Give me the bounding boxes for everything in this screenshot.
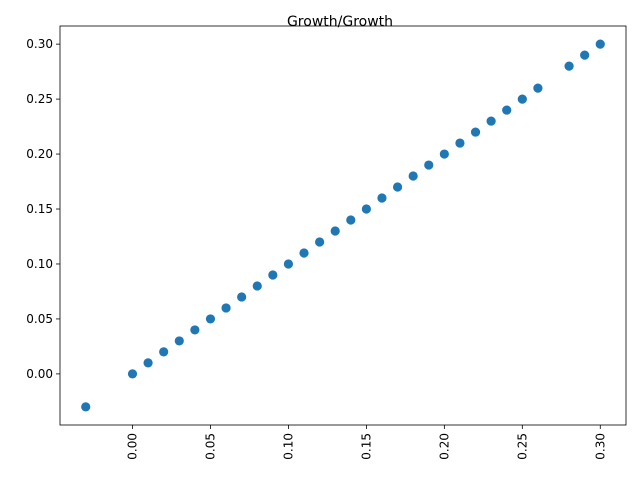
scatter-point: [392, 182, 403, 192]
chart-title: Growth/Growth: [287, 14, 393, 30]
scatter-point: [299, 248, 309, 258]
scatter-point: [127, 369, 138, 379]
scatter-point: [190, 325, 200, 335]
scatter-point: [252, 281, 262, 291]
x-tick-label: 0.10: [281, 433, 295, 460]
scatter-point: [237, 292, 247, 302]
scatter-point: [283, 259, 294, 269]
scatter-points: [81, 39, 605, 412]
x-tick-label: 0.15: [359, 433, 373, 460]
y-tick-label: 0.10: [26, 257, 53, 271]
x-tick-label: 0.30: [593, 433, 607, 460]
y-axis: 0.00 0.05 0.10 0.15 0.20 0.25 0.30: [26, 37, 60, 381]
y-tick-label: 0.15: [26, 202, 53, 216]
scatter-point: [221, 303, 231, 313]
y-tick-label: 0.25: [26, 92, 53, 106]
scatter-point: [580, 50, 590, 60]
scatter-point: [564, 61, 574, 71]
y-tick-label: 0.00: [26, 367, 53, 381]
x-tick-label: 0.25: [515, 433, 529, 460]
scatter-point: [377, 193, 387, 203]
scatter-point: [486, 116, 496, 126]
scatter-point: [81, 402, 91, 412]
scatter-point: [455, 138, 465, 148]
scatter-point: [595, 39, 605, 49]
y-tick-label: 0.20: [26, 147, 53, 161]
scatter-point: [361, 204, 371, 214]
scatter-point: [502, 105, 512, 115]
x-tick-label: 0.20: [437, 433, 451, 460]
x-tick-label: 0.00: [126, 433, 140, 460]
scatter-point: [346, 215, 356, 225]
scatter-point: [408, 171, 418, 181]
scatter-point: [143, 358, 153, 368]
plot-area: [59, 25, 627, 426]
plot-frame: [59, 25, 627, 426]
scatter-point: [315, 237, 325, 247]
scatter-point: [205, 314, 216, 324]
scatter-point: [330, 226, 340, 236]
x-tick-label: 0.05: [203, 433, 217, 460]
scatter-point: [470, 127, 481, 137]
scatter-point: [174, 336, 184, 346]
y-tick-label: 0.05: [26, 312, 53, 326]
scatter-point: [424, 160, 434, 170]
x-axis: 0.00 0.05 0.10 0.15 0.20 0.25 0.30: [126, 425, 607, 460]
scatter-point: [517, 94, 527, 104]
y-tick-label: 0.30: [26, 37, 53, 51]
scatter-point: [533, 83, 543, 93]
scatter-point: [268, 270, 278, 280]
scatter-point: [439, 149, 449, 159]
scatter-point: [159, 347, 169, 357]
